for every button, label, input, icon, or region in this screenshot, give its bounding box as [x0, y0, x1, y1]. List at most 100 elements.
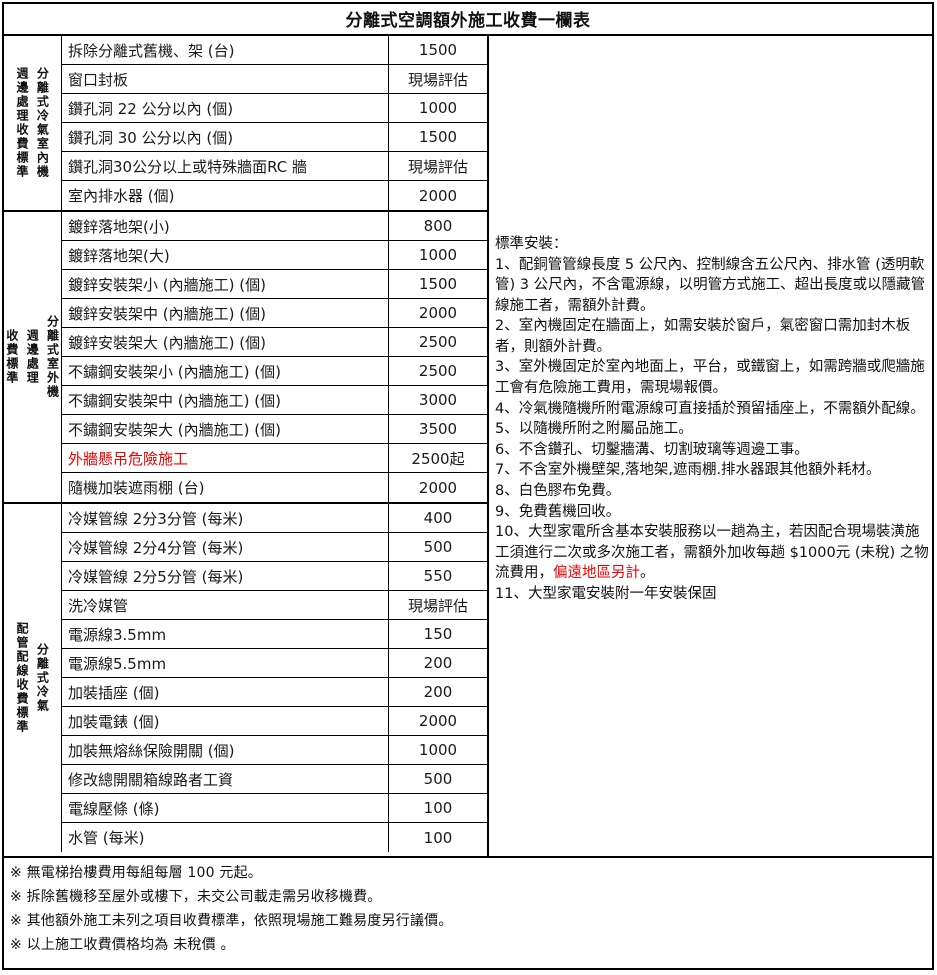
table-row: 冷媒管線 2分5分管 (每米) 550: [62, 562, 487, 591]
section-label-column: 週邊處理: [25, 329, 40, 385]
page-title: 分離式空調額外施工收費一欄表: [345, 10, 591, 31]
table-row: 室內排水器 (個) 2000: [62, 181, 487, 210]
row-item-label: 修改總開關箱線路者工資: [62, 765, 389, 793]
row-item-label: 加裝插座 (個): [62, 678, 389, 706]
row-price-value: 2500: [418, 362, 458, 380]
row-price-value: 2000: [418, 304, 458, 322]
note-line: 4、冷氣機隨機所附電源線可直接插於預留插座上，不需額外配線。: [495, 400, 925, 417]
note-line: 2、室內機固定在牆面上，如需安裝於窗戶，氣密窗口需加封木板者，則額外計費。: [495, 318, 911, 355]
row-price-value: 2000: [418, 478, 458, 497]
row-item-label: 冷媒管線 2分5分管 (每米): [62, 562, 389, 590]
table-row: 拆除分離式舊機、架 (台) 1500: [62, 36, 487, 65]
row-item-label: 室內排水器 (個): [62, 181, 389, 210]
row-item-label: 窗口封板: [62, 65, 389, 93]
table-section: 分離式冷氣室內機 週邊處理收費標準 拆除分離式舊機、架 (台) 1500 窗口封板 現場評…: [2, 36, 487, 212]
note-line: 8、白色膠布免費。: [495, 482, 621, 499]
section-label-column: 分離式冷氣室內機: [35, 67, 50, 179]
row-price-value: 2500: [418, 333, 458, 351]
row-item-label: 鑽孔洞 30 公分以內 (個): [62, 123, 389, 151]
footer-line: ※ 無電梯抬樓費用每組每層 100 元起。: [10, 865, 263, 881]
table-row: 鍍鋅落地架(小) 800: [62, 212, 487, 241]
standard-install-notes-panel: 標準安裝： 1、配銅管管線長度 5 公尺內、控制線含五公尺內、排水管 (透明軟管)…: [489, 36, 934, 856]
row-item-label: 電源線5.5mm: [62, 649, 389, 677]
row-item-label: 鍍鋅落地架(小): [62, 212, 389, 240]
section-rows: 拆除分離式舊機、架 (台) 1500 窗口封板 現場評估 鑽孔洞 22 公分以內 (個)…: [62, 36, 487, 210]
table-row: 電源線3.5mm 150: [62, 620, 487, 649]
table-row: 鑽孔洞 22 公分以內 (個) 1000: [62, 94, 487, 123]
table-row: 加裝電錶 (個) 2000: [62, 707, 487, 736]
note-line: 1、配銅管管線長度 5 公尺內、控制線含五公尺內、排水管 (透明軟管) 3 公尺…: [495, 256, 926, 314]
table-row: 鑽孔洞30公分以上或特殊牆面RC 牆現場評估: [62, 152, 487, 181]
row-item-label: 外牆懸吊危險施工: [62, 444, 389, 472]
table-row: 修改總開關箱線路者工資 500: [62, 765, 487, 794]
row-price-value: 3500: [418, 420, 458, 438]
table-row: 鍍鋅安裝架大 (內牆施工) (個) 2500: [62, 328, 487, 357]
row-price-value: 100: [423, 799, 453, 817]
table-row: 水管 (每米) 100: [62, 823, 487, 852]
row-price-value: 1500: [418, 41, 458, 59]
row-item-label: 水管 (每米): [62, 823, 389, 852]
row-price-value: 1000: [418, 246, 458, 264]
table-section: 分離式冷氣 配管配線收費標準 冷媒管線 2分3分管 (每米) 400 冷媒管線 2分4分…: [2, 504, 487, 852]
section-label-column: 分離式室外機: [45, 315, 60, 399]
row-price-value: 2500起: [411, 449, 465, 468]
row-item-label: 電源線3.5mm: [62, 620, 389, 648]
table-row: 加裝插座 (個) 200: [62, 678, 487, 707]
row-price-value: 400: [423, 509, 453, 527]
section-label-column: 配管配線收費標準: [15, 622, 29, 734]
table-row: 隨機加裝遮雨棚 (台) 2000: [62, 473, 487, 502]
row-price-value: 2000: [418, 712, 458, 730]
note-line: 9、免費舊機回收。: [495, 503, 621, 520]
row-item-label: 冷媒管線 2分3分管 (每米): [62, 504, 389, 532]
row-price-value: 3000: [418, 391, 458, 409]
row-price-value: 500: [423, 538, 453, 556]
row-item-label: 洗冷媒管: [62, 591, 389, 619]
note-line-11: 11、大型家電安裝附一年安裝保固: [495, 585, 717, 602]
note-line-10: 10、大型家電所含基本安裝服務以一趟為主，若因配合現場裝潢施工須進行二次或多次施…: [495, 522, 930, 584]
table-row: 冷媒管線 2分4分管 (每米) 500: [62, 533, 487, 562]
section-label-column: 分離式冷氣: [35, 643, 50, 713]
row-price-value: 500: [423, 770, 453, 788]
row-price-value: 100: [423, 828, 453, 847]
row-price-value: 1000: [418, 741, 458, 759]
table-area: 分離式冷氣室內機 週邊處理收費標準 拆除分離式舊機、架 (台) 1500 窗口封板 現場評…: [2, 36, 934, 858]
row-price-value: 200: [423, 654, 453, 672]
row-item-label: 鑽孔洞 22 公分以內 (個): [62, 94, 389, 122]
note-line: 7、不含室外機壁架,落地架,遮雨棚.排水器跟其他額外耗材。: [495, 462, 881, 479]
row-item-label: 電線壓條 (條): [62, 794, 389, 822]
footer-line: ※ 其他額外施工未列之項目收費標準，依照現場施工難易度另行議價。: [10, 913, 453, 929]
section-label-column: 收費標準: [4, 329, 19, 385]
footer-notes: ※ 無電梯抬樓費用每組每層 100 元起。 ※ 拆除舊機移至屋外或樓下，未交公司載…: [2, 858, 934, 970]
section-rows: 鍍鋅落地架(小) 800 鍍鋅落地架(大) 1000 鍍鋅安裝架小 (內牆施工) (個)…: [62, 212, 487, 502]
table-row: 鑽孔洞 30 公分以內 (個) 1500: [62, 123, 487, 152]
row-price-value: 1000: [418, 99, 458, 117]
row-price-value: 800: [423, 217, 453, 235]
row-price-value: 現場評估: [407, 70, 468, 89]
table-row: 鍍鋅安裝架小 (內牆施工) (個) 1500: [62, 270, 487, 299]
section-vertical-label: 分離式冷氣室內機 週邊處理收費標準: [2, 36, 62, 210]
note-line: 5、以隨機所附之附屬品施工。: [495, 421, 693, 438]
row-item-label: 鍍鋅安裝架中 (內牆施工) (個): [62, 299, 389, 327]
row-item-label: 不鏽鋼安裝架小 (內牆施工) (個): [62, 357, 389, 385]
row-price-value: 現場評估: [407, 157, 468, 176]
row-item-label: 拆除分離式舊機、架 (台): [62, 36, 389, 64]
row-price-value: 1500: [418, 275, 458, 293]
section-vertical-label: 分離式冷氣 配管配線收費標準: [2, 504, 62, 852]
table-row: 洗冷媒管 現場評估: [62, 591, 487, 620]
row-item-label: 鍍鋅安裝架小 (內牆施工) (個): [62, 270, 389, 298]
row-item-label: 鑽孔洞30公分以上或特殊牆面RC 牆: [62, 152, 389, 180]
table-row: 鍍鋅安裝架中 (內牆施工) (個) 2000: [62, 299, 487, 328]
row-price-value: 200: [423, 683, 453, 701]
note-line: 3、室外機固定於室內地面上，平台，或鐵窗上，如需跨牆或爬牆施工會有危險施工費用，…: [495, 359, 925, 397]
row-item-label: 鍍鋅安裝架大 (內牆施工) (個): [62, 328, 389, 356]
note-10-suffix: 。: [640, 565, 655, 582]
row-item-label: 加裝電錶 (個): [62, 707, 389, 735]
row-price-value: 1500: [418, 128, 458, 146]
footer-line: ※ 拆除舊機移至屋外或樓下，未交公司載走需另收移機費。: [10, 889, 382, 905]
table-row: 外牆懸吊危險施工 2500起: [62, 444, 487, 473]
notes-body: 標準安裝： 1、配銅管管線長度 5 公尺內、控制線含五公尺內、排水管 (透明軟管)…: [495, 234, 930, 604]
row-item-label: 鍍鋅落地架(大): [62, 241, 389, 269]
table-row: 加裝無熔絲保險開關 (個) 1000: [62, 736, 487, 765]
